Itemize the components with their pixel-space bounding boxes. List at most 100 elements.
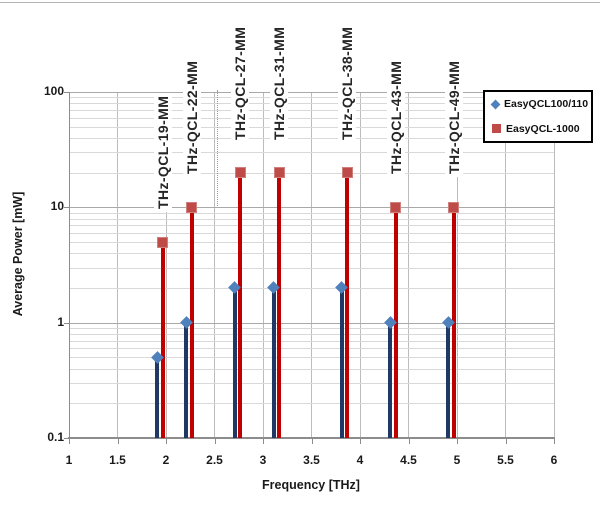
x-tick [505, 439, 507, 444]
stem [271, 287, 276, 438]
h-gridline-minor [69, 172, 554, 174]
stem [184, 322, 189, 438]
x-tick [457, 439, 458, 444]
x-tick [214, 439, 216, 444]
point-label: THz-QCL-22-MM [182, 58, 201, 178]
label-leader-line [217, 90, 218, 206]
x-tick-label: 2 [162, 453, 170, 467]
h-gridline-major [69, 207, 554, 209]
v-gridline [311, 92, 312, 438]
x-tick [554, 439, 555, 444]
h-gridline-minor [69, 103, 554, 105]
top-border-line [0, 2, 600, 3]
h-gridline-minor [69, 232, 554, 234]
y-tick-label: 0.1 [47, 430, 64, 444]
legend-label: EasyQCL-1000 [506, 122, 580, 135]
y-tick [64, 322, 69, 324]
x-tick-label: 6 [550, 453, 558, 467]
x-tick [360, 439, 361, 444]
x-tick-label: 3 [259, 453, 267, 467]
v-gridline [408, 92, 409, 438]
h-gridline-major [69, 92, 554, 93]
y-axis-line [69, 92, 70, 438]
x-tick-label: 1.5 [109, 453, 126, 467]
y-axis-title: Average Power [mW] [11, 191, 25, 317]
point-label: THz-QCL-27-MM [231, 23, 250, 143]
h-gridline-minor [69, 117, 554, 119]
v-gridline [456, 92, 458, 438]
y-tick-label: 10 [50, 199, 64, 214]
h-gridline-minor [69, 109, 554, 111]
y-tick-label: 1 [57, 314, 64, 329]
v-gridline [117, 92, 118, 438]
x-tick-label: 5.5 [497, 453, 514, 467]
h-gridline-minor [69, 267, 554, 269]
v-gridline [214, 92, 215, 438]
red-square-icon [492, 124, 501, 134]
h-gridline-minor [69, 253, 554, 255]
data-marker-square [390, 201, 402, 213]
stem [446, 322, 451, 438]
stem [277, 172, 282, 438]
h-gridline-minor [69, 340, 554, 342]
h-gridline-minor [69, 368, 554, 370]
h-gridline-minor [69, 212, 554, 214]
legend-item-easyqcl-1000: EasyQCL-1000 [492, 123, 591, 135]
x-tick-label: 5 [453, 453, 461, 467]
y-tick [64, 92, 69, 93]
h-gridline-minor [69, 382, 554, 384]
stem [155, 357, 160, 438]
stem [388, 322, 393, 438]
h-gridline-major [69, 322, 554, 324]
point-label: THz-QCL-49-MM [444, 58, 463, 178]
x-tick [117, 439, 119, 444]
x-tick-label: 1 [65, 453, 73, 467]
h-gridline-minor [69, 348, 554, 350]
v-gridline [359, 92, 361, 438]
h-gridline-minor [69, 218, 554, 220]
stem [345, 172, 350, 438]
x-tick [69, 439, 70, 444]
point-label: THz-QCL-43-MM [386, 58, 405, 178]
legend: EasyQCL100/110 EasyQCL-1000 [483, 90, 593, 143]
stem [232, 287, 237, 438]
h-gridline-minor [69, 327, 554, 329]
h-gridline-minor [69, 403, 554, 405]
x-tick-label: 4.5 [400, 453, 417, 467]
v-gridline [165, 92, 167, 438]
data-marker-square [186, 201, 198, 213]
x-tick [166, 439, 167, 444]
h-gridline-minor [69, 137, 554, 139]
y-tick [64, 438, 69, 439]
x-axis-title: Frequency [THz] [262, 478, 360, 492]
x-tick-label: 3.5 [303, 453, 320, 467]
data-marker-square [157, 236, 169, 248]
h-gridline-minor [69, 287, 554, 289]
h-gridline-minor [69, 333, 554, 335]
h-gridline-minor [69, 97, 554, 99]
point-label: THz-QCL-38-MM [338, 23, 357, 143]
point-label: THz-QCL-31-MM [270, 23, 289, 143]
x-axis-line [68, 437, 555, 439]
x-tick [263, 439, 264, 444]
x-tick-label: 2.5 [206, 453, 223, 467]
data-marker-square [341, 167, 353, 179]
y-tick [64, 207, 69, 209]
blue-diamond-icon [490, 99, 501, 110]
v-gridline [262, 92, 264, 438]
point-label: THz-QCL-19-MM [153, 92, 172, 213]
h-gridline-minor [69, 126, 554, 128]
stem [160, 242, 165, 438]
x-tick-label: 4 [356, 453, 364, 467]
h-gridline-minor [69, 152, 554, 154]
data-marker-square [234, 167, 246, 179]
h-gridline-minor [69, 357, 554, 359]
data-marker-square [448, 201, 460, 213]
stem [339, 287, 344, 438]
h-gridline-minor [69, 242, 554, 244]
v-gridline [553, 92, 555, 438]
legend-item-easyqcl100-110: EasyQCL100/110 [490, 98, 591, 110]
x-tick [311, 439, 313, 444]
